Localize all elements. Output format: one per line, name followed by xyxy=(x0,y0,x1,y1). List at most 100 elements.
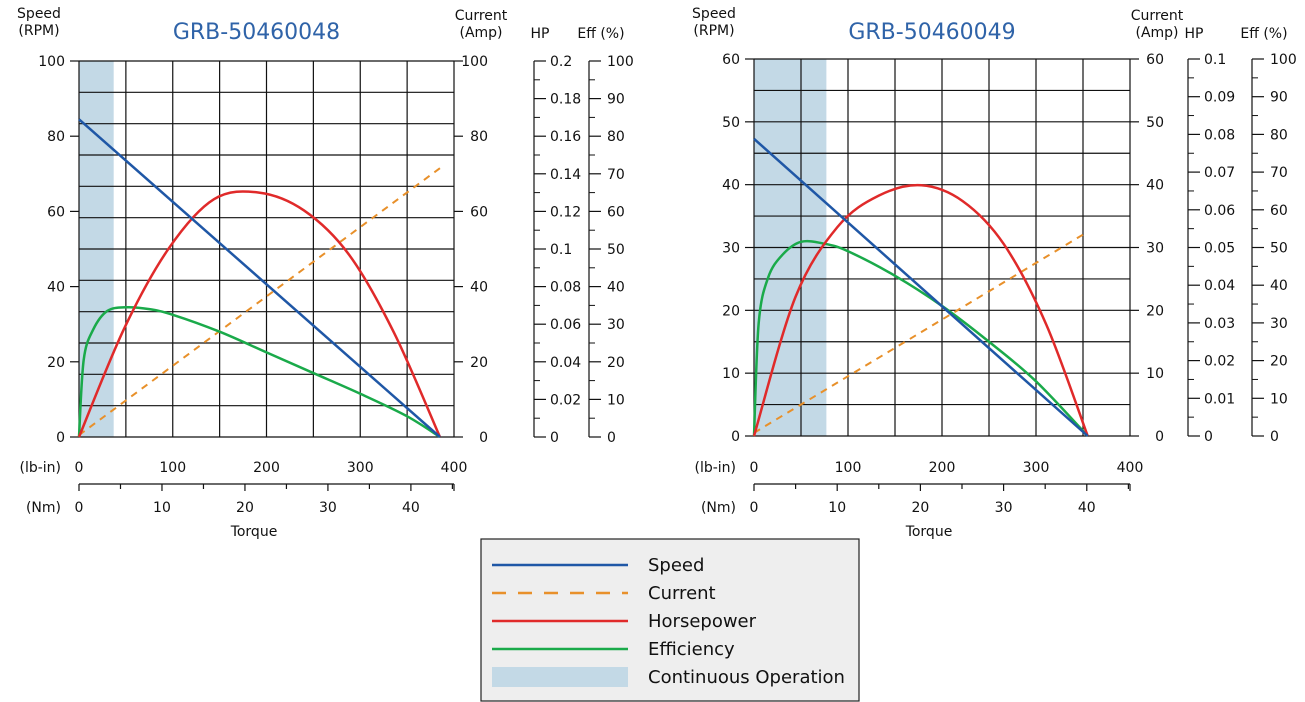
eff-tick-label: 80 xyxy=(607,129,625,145)
hp-tick-label: 0 xyxy=(1204,429,1213,445)
speed-tick-label: 30 xyxy=(722,241,740,257)
nm-tick-label: 10 xyxy=(828,500,846,516)
eff-tick-label: 40 xyxy=(1270,278,1288,294)
legend-label: Horsepower xyxy=(648,611,757,632)
current-tick-label: 60 xyxy=(470,204,488,220)
lbin-unit-label: (lb-in) xyxy=(694,460,736,476)
nm-tick-label: 30 xyxy=(319,500,337,516)
hp-tick-label: 0.09 xyxy=(1204,90,1235,106)
nm-tick-label: 30 xyxy=(995,500,1013,516)
hp-tick-label: 0.18 xyxy=(550,92,581,108)
current-axis-label-2: (Amp) xyxy=(1135,25,1178,41)
hp-tick-label: 0.02 xyxy=(1204,354,1235,370)
eff-tick-label: 100 xyxy=(607,54,634,70)
current-tick-label: 30 xyxy=(1146,241,1164,257)
hp-tick-label: 0.04 xyxy=(550,355,581,371)
hp-tick-label: 0.06 xyxy=(1204,203,1235,219)
eff-tick-label: 10 xyxy=(1270,391,1288,407)
nm-unit-label: (Nm) xyxy=(701,500,736,516)
current-tick-label: 40 xyxy=(1146,178,1164,194)
legend: Speed Current Horsepower Efficiency Continuo… xyxy=(480,538,860,702)
speed-axis-label-1: Speed xyxy=(17,6,61,22)
chart-title: GRB-50460048 xyxy=(173,20,340,45)
speed-line xyxy=(78,118,441,438)
hp-tick-label: 0.1 xyxy=(1204,52,1226,68)
eff-tick-label: 70 xyxy=(1270,165,1288,181)
chart-panel-2: GRB-50460049 0 10 20 30 40 50 60 Speed(RPM) 0 10 20… xyxy=(692,6,1297,540)
current-tick-label: 40 xyxy=(470,280,488,296)
legend-label: Speed xyxy=(648,555,704,576)
speed-tick-label: 10 xyxy=(722,366,740,382)
eff-tick-label: 50 xyxy=(607,242,625,258)
hp-tick-label: 0.14 xyxy=(550,167,581,183)
lbin-tick-label: 100 xyxy=(159,460,186,476)
chart-title: GRB-50460049 xyxy=(848,20,1015,45)
speed-tick-label: 50 xyxy=(722,115,740,131)
current-tick-label: 20 xyxy=(1146,303,1164,319)
speed-axis-label-2: (RPM) xyxy=(693,23,734,39)
eff-axis-label: Eff (%) xyxy=(577,26,624,42)
lbin-tick-label: 300 xyxy=(347,460,374,476)
x-axis-title: Torque xyxy=(905,524,953,540)
speed-tick-label: 100 xyxy=(38,54,65,70)
lbin-unit-label: (lb-in) xyxy=(19,460,61,476)
nm-tick-label: 0 xyxy=(750,500,759,516)
eff-tick-label: 50 xyxy=(1270,241,1288,257)
efficiency-line xyxy=(752,239,1089,437)
current-axis-label-2: (Amp) xyxy=(459,25,502,41)
speed-axis-label-2: (RPM) xyxy=(18,23,59,39)
eff-tick-label: 20 xyxy=(1270,354,1288,370)
hp-tick-label: 0 xyxy=(550,430,559,446)
eff-tick-label: 80 xyxy=(1270,127,1288,143)
eff-tick-label: 10 xyxy=(607,392,625,408)
horsepower-line xyxy=(752,183,1089,437)
hp-tick-label: 0.03 xyxy=(1204,316,1235,332)
speed-tick-label: 40 xyxy=(722,178,740,194)
legend-label: Efficiency xyxy=(648,639,735,660)
speed-line xyxy=(753,137,1089,437)
eff-tick-label: 90 xyxy=(1270,90,1288,106)
current-axis-label-1: Current xyxy=(1131,8,1184,24)
hp-tick-label: 0.1 xyxy=(550,242,572,258)
eff-tick-label: 0 xyxy=(607,430,616,446)
hp-tick-label: 0.06 xyxy=(550,317,581,333)
efficiency-line xyxy=(77,305,441,439)
lbin-tick-label: 0 xyxy=(750,460,759,476)
nm-unit-label: (Nm) xyxy=(26,500,61,516)
legend-label: Current xyxy=(648,583,716,604)
eff-tick-label: 90 xyxy=(607,92,625,108)
hp-axis-label: HP xyxy=(531,26,550,42)
eff-tick-label: 30 xyxy=(607,317,625,333)
eff-tick-label: 60 xyxy=(607,204,625,220)
nm-tick-label: 10 xyxy=(153,500,171,516)
hp-tick-label: 0.08 xyxy=(550,280,581,296)
current-tick-label: 20 xyxy=(470,355,488,371)
eff-tick-label: 60 xyxy=(1270,203,1288,219)
speed-tick-label: 20 xyxy=(722,303,740,319)
lbin-tick-label: 200 xyxy=(929,460,956,476)
current-tick-label: 60 xyxy=(1146,52,1164,68)
speed-tick-label: 80 xyxy=(47,129,65,145)
lbin-tick-label: 300 xyxy=(1023,460,1050,476)
current-tick-label: 0 xyxy=(479,430,488,446)
current-tick-label: 0 xyxy=(1155,429,1164,445)
speed-tick-label: 0 xyxy=(56,430,65,446)
speed-tick-label: 60 xyxy=(722,52,740,68)
lbin-tick-label: 0 xyxy=(75,460,84,476)
eff-tick-label: 20 xyxy=(607,355,625,371)
legend-item-horsepower: Horsepower xyxy=(492,611,757,632)
nm-tick-label: 20 xyxy=(911,500,929,516)
horsepower-line xyxy=(77,190,442,438)
current-axis-label-1: Current xyxy=(455,8,508,24)
current-tick-label: 50 xyxy=(1146,115,1164,131)
hp-tick-label: 0.07 xyxy=(1204,165,1235,181)
lbin-tick-label: 200 xyxy=(253,460,280,476)
legend-item-current: Current xyxy=(492,583,716,604)
hp-tick-label: 0.01 xyxy=(1204,391,1235,407)
hp-tick-label: 0.08 xyxy=(1204,127,1235,143)
speed-axis-label-1: Speed xyxy=(692,6,736,22)
speed-tick-label: 0 xyxy=(731,429,740,445)
hp-tick-label: 0.04 xyxy=(1204,278,1235,294)
eff-tick-label: 40 xyxy=(607,280,625,296)
